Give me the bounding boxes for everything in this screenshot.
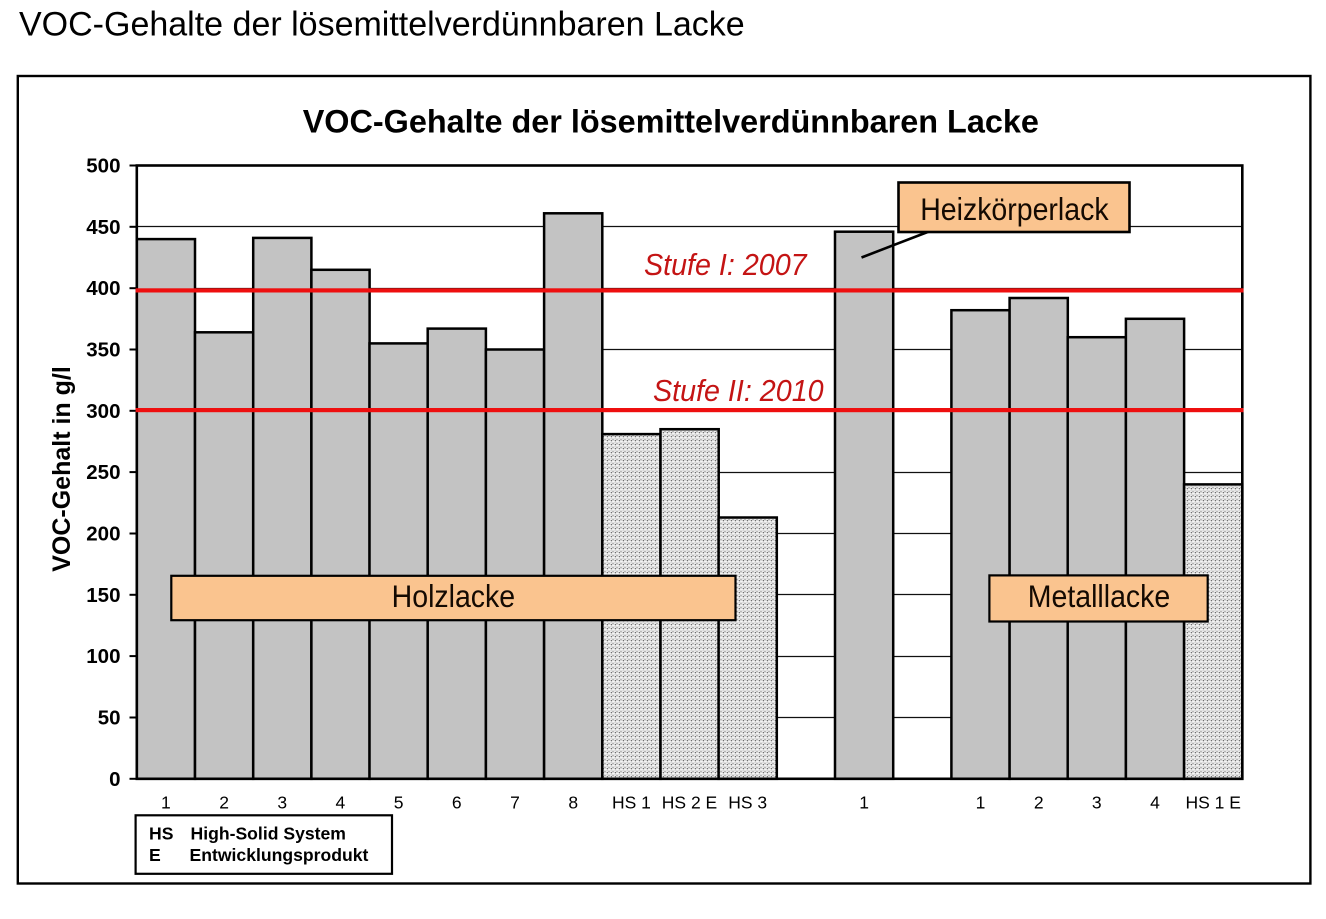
- svg-text:350: 350: [86, 339, 120, 362]
- svg-text:0: 0: [109, 768, 120, 791]
- svg-text:High-Solid System: High-Solid System: [191, 824, 346, 844]
- svg-text:1: 1: [859, 793, 869, 813]
- svg-text:Metalllacke: Metalllacke: [1028, 580, 1170, 615]
- svg-text:VOC-Gehalte der lösemittelverd: VOC-Gehalte der lösemittelverdünnbaren L…: [303, 104, 1039, 140]
- svg-text:HS 1 E: HS 1 E: [1185, 793, 1240, 813]
- svg-text:1: 1: [976, 793, 986, 813]
- svg-text:E: E: [149, 845, 161, 865]
- svg-text:Entwicklungsprodukt: Entwicklungsprodukt: [190, 845, 369, 865]
- svg-text:8: 8: [568, 793, 578, 813]
- svg-text:100: 100: [86, 645, 120, 668]
- svg-text:VOC-Gehalte der lösemittelverd: VOC-Gehalte der lösemittelverdünnbaren L…: [19, 6, 745, 44]
- svg-text:300: 300: [86, 400, 120, 423]
- svg-text:Heizkörperlack: Heizkörperlack: [920, 193, 1109, 228]
- svg-text:4: 4: [336, 793, 346, 813]
- svg-text:2: 2: [219, 793, 229, 813]
- svg-text:400: 400: [86, 277, 120, 300]
- svg-text:HS 2 E: HS 2 E: [662, 793, 717, 813]
- svg-text:450: 450: [86, 216, 120, 239]
- svg-text:3: 3: [1092, 793, 1102, 813]
- svg-text:50: 50: [98, 707, 121, 730]
- svg-text:1: 1: [161, 793, 171, 813]
- svg-text:7: 7: [510, 793, 520, 813]
- svg-text:200: 200: [86, 523, 120, 546]
- svg-text:Stufe II: 2010: Stufe II: 2010: [653, 374, 824, 408]
- svg-text:HS 3: HS 3: [728, 793, 767, 813]
- svg-text:500: 500: [86, 155, 120, 178]
- svg-text:5: 5: [394, 793, 404, 813]
- svg-text:Stufe I: 2007: Stufe I: 2007: [644, 248, 808, 282]
- svg-text:2: 2: [1034, 793, 1044, 813]
- svg-text:4: 4: [1150, 793, 1160, 813]
- svg-text:Holzlacke: Holzlacke: [392, 580, 515, 615]
- svg-text:250: 250: [86, 461, 120, 484]
- svg-text:6: 6: [452, 793, 462, 813]
- svg-text:150: 150: [86, 584, 120, 607]
- svg-text:3: 3: [277, 793, 287, 813]
- svg-text:HS 1: HS 1: [612, 793, 651, 813]
- svg-text:VOC-Gehalt in g/l: VOC-Gehalt in g/l: [48, 366, 76, 572]
- svg-text:HS: HS: [149, 824, 174, 844]
